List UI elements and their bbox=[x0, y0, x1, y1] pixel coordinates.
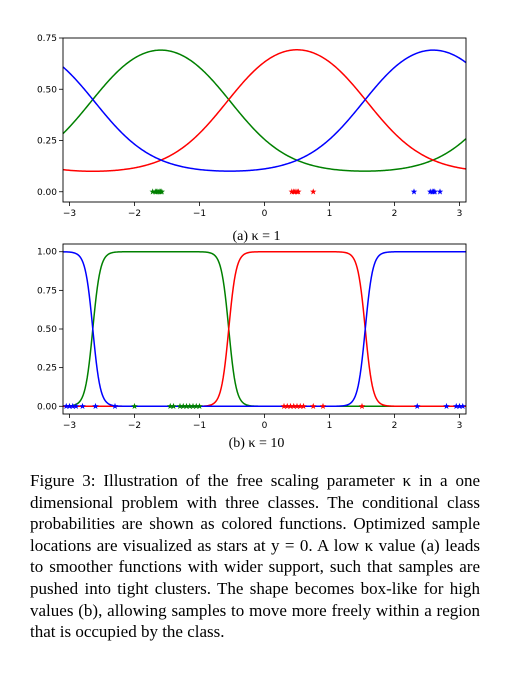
sample-star bbox=[63, 402, 70, 410]
series-line-red bbox=[63, 250, 466, 408]
sample-star bbox=[310, 402, 317, 410]
figure-caption: Figure 3: Illustration of the free scali… bbox=[30, 471, 480, 642]
sample-star bbox=[293, 402, 301, 410]
y-tick-label: 0.75 bbox=[37, 34, 57, 44]
sample-star bbox=[443, 402, 450, 410]
sample-star bbox=[300, 402, 307, 410]
sample-star bbox=[410, 188, 418, 195]
x-tick-label: 0 bbox=[262, 421, 268, 431]
sample-star bbox=[295, 188, 302, 195]
sample-star bbox=[92, 402, 99, 410]
sample-star bbox=[290, 402, 297, 410]
sample-star bbox=[284, 402, 291, 410]
sample-star bbox=[436, 188, 444, 195]
sample-star bbox=[310, 188, 317, 195]
x-tick-label: 0 bbox=[262, 209, 268, 219]
x-tick-label: 2 bbox=[392, 421, 398, 431]
subfigure-label: (b) κ = 10 bbox=[229, 436, 285, 451]
sample-star bbox=[280, 402, 288, 410]
sample-star bbox=[111, 402, 119, 410]
sample-star bbox=[170, 402, 177, 410]
y-tick-label: 0.50 bbox=[37, 85, 57, 95]
series-line-blue bbox=[62, 49, 467, 172]
x-tick-label: 3 bbox=[457, 209, 463, 219]
sample-star bbox=[176, 402, 184, 410]
sample-star bbox=[79, 402, 86, 410]
sample-star bbox=[69, 402, 76, 410]
plot-frame bbox=[62, 243, 467, 415]
series-line-blue bbox=[62, 250, 467, 408]
sample-star bbox=[287, 402, 294, 410]
sample-star bbox=[196, 402, 203, 410]
sample-star bbox=[72, 402, 80, 410]
x-tick-label: 1 bbox=[327, 209, 333, 219]
sample-star bbox=[66, 402, 73, 410]
x-tick-label: 1 bbox=[327, 421, 333, 431]
sample-star bbox=[131, 402, 138, 410]
series-line-red bbox=[62, 49, 467, 173]
y-tick-label: 0.50 bbox=[37, 325, 57, 335]
x-tick-label: 2 bbox=[392, 209, 398, 219]
x-tick-label: −1 bbox=[193, 209, 206, 219]
x-tick-label: −2 bbox=[128, 421, 141, 431]
sample-star bbox=[186, 402, 193, 410]
x-tick-label: −3 bbox=[63, 421, 76, 431]
x-tick-label: −3 bbox=[63, 209, 76, 219]
y-tick-label: 0.75 bbox=[37, 286, 57, 296]
x-tick-label: −2 bbox=[128, 209, 141, 219]
x-tick-label: 3 bbox=[457, 421, 463, 431]
series-line-green bbox=[62, 250, 467, 408]
sample-star bbox=[459, 402, 466, 410]
sample-star bbox=[456, 402, 463, 410]
sample-star bbox=[149, 188, 156, 195]
sample-star bbox=[319, 402, 327, 410]
sample-star bbox=[167, 402, 174, 410]
y-tick-label: 0.00 bbox=[37, 188, 57, 198]
y-tick-label: 0.25 bbox=[37, 364, 57, 374]
y-tick-label: 1.00 bbox=[37, 248, 57, 258]
sample-star bbox=[183, 402, 190, 410]
chart-panel-2: −3 −2 −1 0 1 2 3 0.00 0.25 0.50 0.75 1.00 (b) κ = 10 bbox=[37, 243, 467, 451]
sample-star bbox=[189, 402, 197, 410]
sample-star bbox=[297, 402, 304, 410]
y-tick-label: 0.25 bbox=[37, 137, 57, 147]
sample-star bbox=[431, 188, 439, 195]
subfigure-label: (a) κ = 1 bbox=[233, 229, 281, 244]
sample-star bbox=[180, 402, 187, 410]
y-tick-label: 0.00 bbox=[37, 402, 57, 412]
series-line-green bbox=[62, 49, 467, 172]
x-tick-label: −1 bbox=[193, 421, 206, 431]
sample-star bbox=[414, 402, 421, 410]
sample-star bbox=[453, 402, 460, 410]
sample-star bbox=[358, 402, 366, 410]
sample-star bbox=[158, 188, 166, 195]
sample-star bbox=[193, 402, 200, 410]
